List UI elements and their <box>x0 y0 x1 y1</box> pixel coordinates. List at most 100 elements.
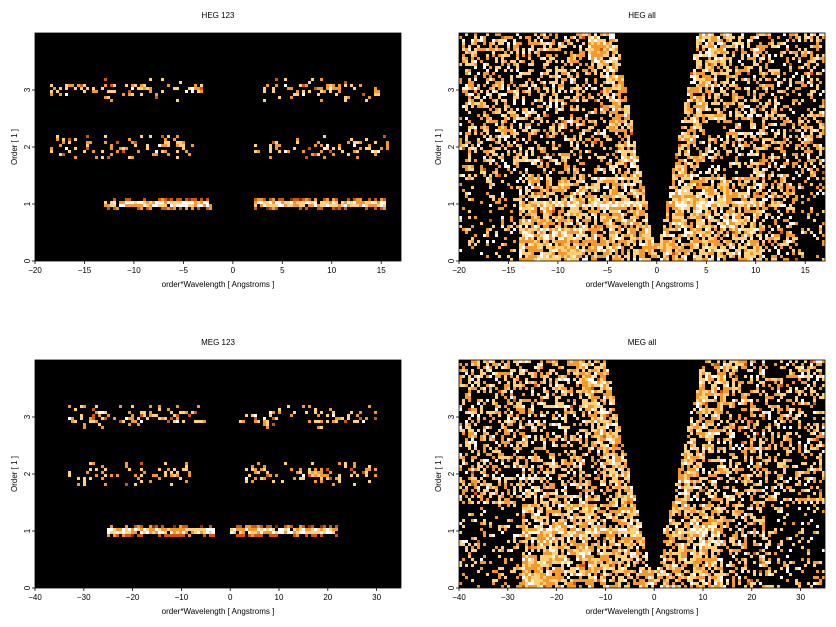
heatmap-cell <box>696 237 699 240</box>
heatmap-cell <box>314 420 317 423</box>
heatmap-cell <box>182 204 185 207</box>
heatmap-cell <box>714 210 717 213</box>
heatmap-cell <box>615 48 618 51</box>
heatmap-cell <box>549 45 552 48</box>
heatmap-cell <box>573 198 576 201</box>
heatmap-cell <box>567 249 570 252</box>
heatmap-cell <box>765 84 768 87</box>
heatmap-cell <box>636 228 639 231</box>
heatmap-cell <box>681 171 684 174</box>
heatmap-cell <box>59 93 62 96</box>
heatmap-cell <box>702 132 705 135</box>
heatmap-cell <box>687 90 690 93</box>
heatmap-cell <box>618 240 621 243</box>
heatmap-cell <box>603 75 606 78</box>
heatmap-cell <box>621 195 624 198</box>
heatmap-cell <box>465 102 468 105</box>
heatmap-cell <box>717 48 720 51</box>
heatmap-cell <box>615 204 618 207</box>
heatmap-cell <box>714 108 717 111</box>
heatmap-cell <box>483 135 486 138</box>
heatmap-cell <box>350 201 353 204</box>
heatmap-cell <box>525 258 528 261</box>
heatmap-cell <box>588 120 591 123</box>
heatmap-cell <box>353 141 356 144</box>
heatmap-cell <box>723 204 726 207</box>
heatmap-cell <box>194 204 197 207</box>
heatmap-cell <box>738 258 741 261</box>
heatmap-cell <box>645 258 648 261</box>
heatmap-cell <box>744 252 747 255</box>
heatmap-cell <box>359 147 362 150</box>
heatmap-cell <box>251 414 254 417</box>
heatmap-cell <box>774 204 777 207</box>
heatmap-cell <box>753 96 756 99</box>
heatmap-cell <box>801 171 804 174</box>
heatmap-cell <box>759 201 762 204</box>
heatmap-cell <box>531 162 534 165</box>
heatmap-cell <box>543 168 546 171</box>
heatmap-cell <box>684 186 687 189</box>
heatmap-cell <box>693 198 696 201</box>
heatmap-cell <box>594 177 597 180</box>
heatmap-cell <box>699 255 702 258</box>
heatmap-cell <box>816 114 819 117</box>
heatmap-cell <box>558 240 561 243</box>
heatmap-cell <box>600 63 603 66</box>
heatmap-cell <box>549 258 552 261</box>
heatmap-cell <box>642 210 645 213</box>
heatmap-cell <box>765 168 768 171</box>
heatmap-cell <box>615 243 618 246</box>
heatmap-cell <box>383 135 386 138</box>
heatmap-cell <box>822 177 825 180</box>
heatmap-cell <box>744 255 747 258</box>
heatmap-cell <box>543 81 546 84</box>
heatmap-cell <box>573 147 576 150</box>
heatmap-cell <box>714 189 717 192</box>
heatmap-cell <box>693 138 696 141</box>
heatmap-cell <box>795 36 798 39</box>
heatmap-cell <box>588 39 591 42</box>
heatmap-cell <box>501 216 504 219</box>
heatmap-cell <box>615 225 618 228</box>
heatmap-cell <box>492 39 495 42</box>
heatmap-cell <box>573 255 576 258</box>
heatmap-cell <box>678 147 681 150</box>
x-tick-label: −20 <box>28 266 42 275</box>
heatmap-cell <box>534 255 537 258</box>
heatmap-cell <box>708 225 711 228</box>
heatmap-cell <box>573 78 576 81</box>
heatmap-cell <box>101 417 104 420</box>
heatmap-cell <box>735 252 738 255</box>
heatmap-cell <box>543 237 546 240</box>
heatmap-cell <box>534 201 537 204</box>
heatmap-cell <box>603 213 606 216</box>
heatmap-cell <box>543 33 546 36</box>
heatmap-cell <box>543 57 546 60</box>
heatmap-cell <box>615 78 618 81</box>
heatmap-cell <box>630 144 633 147</box>
heatmap-cell <box>516 48 519 51</box>
heatmap-cell <box>750 123 753 126</box>
heatmap-cell <box>678 168 681 171</box>
heatmap-cell <box>567 201 570 204</box>
heatmap-cell <box>666 204 669 207</box>
heatmap-cell <box>537 195 540 198</box>
heatmap-cell <box>696 192 699 195</box>
heatmap-cell <box>672 192 675 195</box>
heatmap-cell <box>708 222 711 225</box>
heatmap-cell <box>819 183 822 186</box>
heatmap-cell <box>507 168 510 171</box>
heatmap-cell <box>603 129 606 132</box>
heatmap-cell <box>705 228 708 231</box>
heatmap-cell <box>609 114 612 117</box>
heatmap-cell <box>696 45 699 48</box>
heatmap-cell <box>699 231 702 234</box>
heatmap-cell <box>266 420 269 423</box>
heatmap-cell <box>822 165 825 168</box>
heatmap-cell <box>299 204 302 207</box>
heatmap-cell <box>711 87 714 90</box>
heatmap-cell <box>822 90 825 93</box>
heatmap-cell <box>702 177 705 180</box>
heatmap-cell <box>191 87 194 90</box>
